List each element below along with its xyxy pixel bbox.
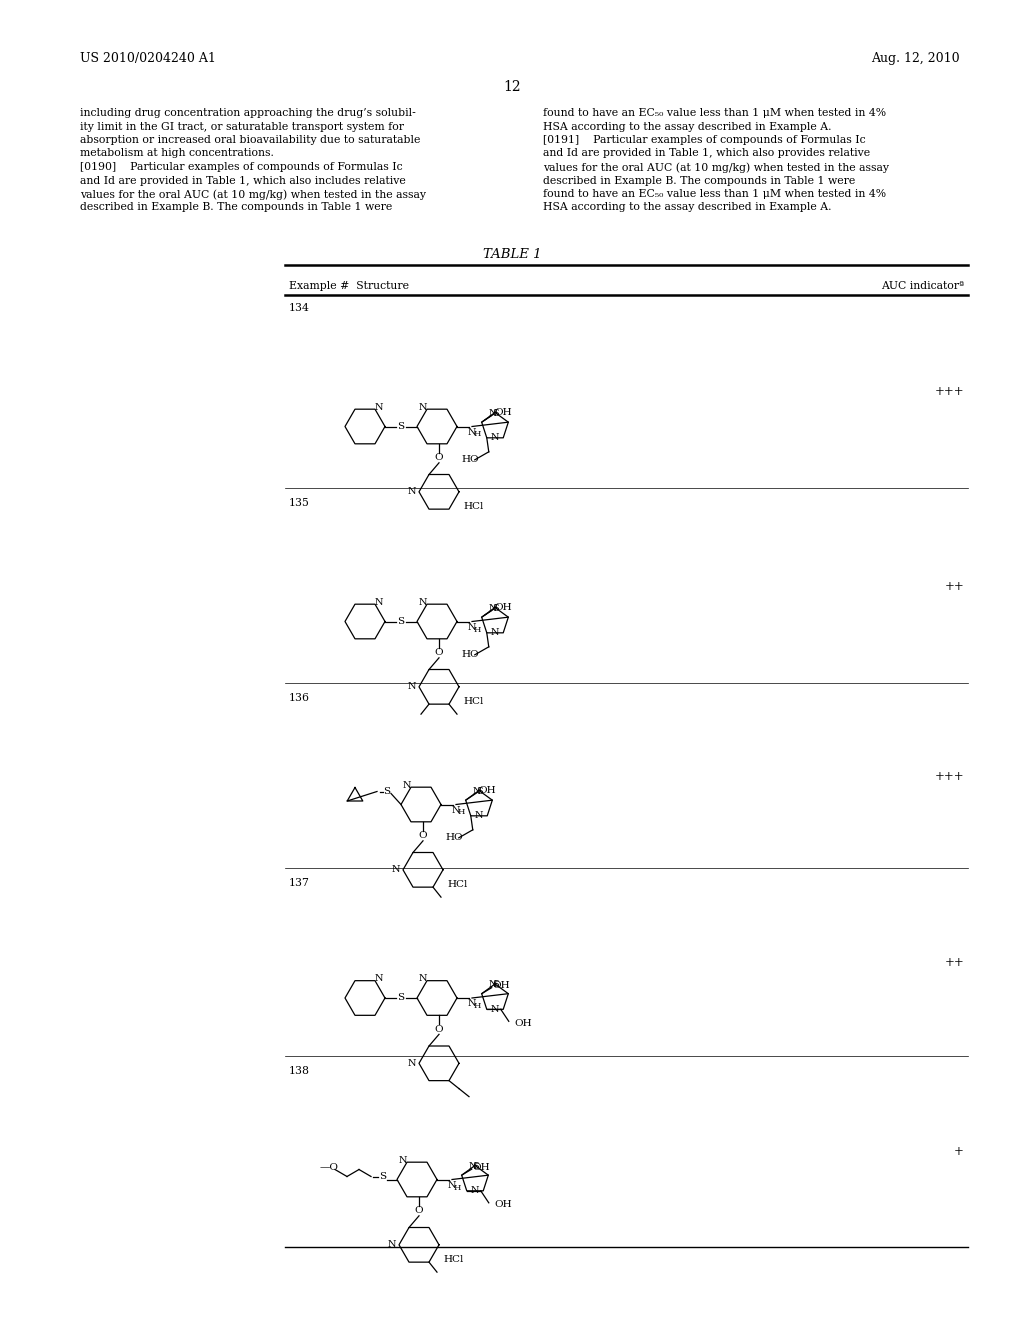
- Text: N: N: [490, 1005, 499, 1014]
- Text: N: N: [488, 409, 497, 418]
- Text: N: N: [419, 598, 427, 607]
- Text: and Id are provided in Table 1, which also includes relative: and Id are provided in Table 1, which al…: [80, 176, 406, 186]
- Text: N: N: [468, 623, 476, 632]
- Text: including drug concentration approaching the drug’s solubil-: including drug concentration approaching…: [80, 108, 416, 117]
- Text: OH: OH: [473, 1163, 490, 1172]
- Text: S: S: [383, 787, 390, 796]
- Text: HCl: HCl: [464, 697, 484, 706]
- Text: 138: 138: [289, 1067, 310, 1076]
- Text: +: +: [954, 1144, 964, 1158]
- Text: Example #  Structure: Example # Structure: [289, 281, 409, 290]
- Text: OH: OH: [495, 603, 512, 611]
- Text: N: N: [488, 981, 497, 989]
- Text: N: N: [375, 598, 383, 607]
- Text: N: N: [375, 403, 383, 412]
- Text: 136: 136: [289, 693, 310, 704]
- Text: N: N: [468, 428, 476, 437]
- Text: O: O: [434, 453, 443, 462]
- Text: OH: OH: [494, 1200, 512, 1209]
- Text: Aug. 12, 2010: Aug. 12, 2010: [871, 51, 961, 65]
- Text: S: S: [476, 787, 483, 796]
- Text: N: N: [402, 780, 412, 789]
- Text: ++: ++: [944, 579, 964, 593]
- Text: N: N: [468, 999, 476, 1008]
- Text: and Id are provided in Table 1, which also provides relative: and Id are provided in Table 1, which al…: [543, 149, 870, 158]
- Text: HCl: HCl: [443, 1255, 464, 1265]
- Text: N: N: [375, 974, 383, 983]
- Text: N: N: [419, 974, 427, 983]
- Text: N: N: [474, 812, 483, 820]
- Text: HO: HO: [462, 455, 479, 465]
- Text: 137: 137: [289, 878, 310, 888]
- Text: 134: 134: [289, 304, 310, 313]
- Text: N: N: [408, 487, 416, 496]
- Text: S: S: [397, 422, 404, 432]
- Text: HCl: HCl: [447, 880, 468, 890]
- Text: HSA according to the assay described in Example A.: HSA according to the assay described in …: [543, 202, 831, 213]
- Text: HO: HO: [462, 651, 479, 659]
- Text: S: S: [493, 409, 499, 418]
- Text: H: H: [458, 808, 465, 817]
- Text: absorption or increased oral bioavailability due to saturatable: absorption or increased oral bioavailabi…: [80, 135, 421, 145]
- Text: S: S: [397, 616, 404, 626]
- Text: S: S: [493, 981, 499, 989]
- Text: O: O: [434, 648, 443, 657]
- Text: metabolism at high concentrations.: metabolism at high concentrations.: [80, 149, 273, 158]
- Text: N: N: [447, 1181, 457, 1191]
- Text: H: H: [454, 1184, 461, 1192]
- Text: N: N: [468, 1162, 476, 1171]
- Text: H: H: [473, 1002, 480, 1010]
- Text: N: N: [470, 1187, 479, 1196]
- Text: N: N: [472, 787, 480, 796]
- Text: OH: OH: [514, 1019, 531, 1028]
- Text: N: N: [408, 1059, 416, 1068]
- Text: N: N: [419, 403, 427, 412]
- Text: OH: OH: [479, 785, 497, 795]
- Text: values for the oral AUC (at 10 mg/kg) when tested in the assay: values for the oral AUC (at 10 mg/kg) wh…: [80, 189, 426, 199]
- Text: HO: HO: [446, 833, 464, 842]
- Text: [0190]    Particular examples of compounds of Formulas Ic: [0190] Particular examples of compounds …: [80, 162, 402, 172]
- Text: OH: OH: [493, 981, 511, 990]
- Text: 12: 12: [503, 81, 521, 94]
- Text: O: O: [415, 1206, 423, 1216]
- Text: N: N: [388, 1241, 396, 1249]
- Text: TABLE 1: TABLE 1: [482, 248, 542, 261]
- Text: O: O: [419, 832, 427, 841]
- Text: H: H: [473, 626, 480, 634]
- Text: O: O: [434, 1024, 443, 1034]
- Text: OH: OH: [495, 408, 512, 417]
- Text: N: N: [392, 866, 400, 874]
- Text: values for the oral AUC (at 10 mg/kg) when tested in the assay: values for the oral AUC (at 10 mg/kg) wh…: [543, 162, 889, 173]
- Text: +++: +++: [934, 385, 964, 399]
- Text: N: N: [408, 682, 416, 692]
- Text: +++: +++: [934, 770, 964, 783]
- Text: N: N: [488, 603, 497, 612]
- Text: N: N: [490, 433, 499, 442]
- Text: S: S: [397, 994, 404, 1002]
- Text: found to have an EC₅₀ value less than 1 μM when tested in 4%: found to have an EC₅₀ value less than 1 …: [543, 189, 886, 199]
- Text: N: N: [490, 628, 499, 638]
- Text: HCl: HCl: [464, 503, 484, 511]
- Text: ++: ++: [944, 957, 964, 969]
- Text: described in Example B. The compounds in Table 1 were: described in Example B. The compounds in…: [543, 176, 855, 186]
- Text: S: S: [472, 1162, 479, 1171]
- Text: ity limit in the GI tract, or saturatable transport system for: ity limit in the GI tract, or saturatabl…: [80, 121, 404, 132]
- Text: N: N: [452, 807, 460, 814]
- Text: 135: 135: [289, 498, 310, 508]
- Text: US 2010/0204240 A1: US 2010/0204240 A1: [80, 51, 216, 65]
- Text: [0191]    Particular examples of compounds of Formulas Ic: [0191] Particular examples of compounds …: [543, 135, 865, 145]
- Text: described in Example B. The compounds in Table 1 were: described in Example B. The compounds in…: [80, 202, 392, 213]
- Text: found to have an EC₅₀ value less than 1 μM when tested in 4%: found to have an EC₅₀ value less than 1 …: [543, 108, 886, 117]
- Text: —O: —O: [319, 1163, 339, 1172]
- Text: HSA according to the assay described in Example A.: HSA according to the assay described in …: [543, 121, 831, 132]
- Text: H: H: [473, 430, 480, 438]
- Text: S: S: [493, 603, 499, 612]
- Text: S: S: [380, 1172, 387, 1181]
- Text: N: N: [398, 1156, 408, 1164]
- Text: AUC indicatorª: AUC indicatorª: [881, 281, 964, 290]
